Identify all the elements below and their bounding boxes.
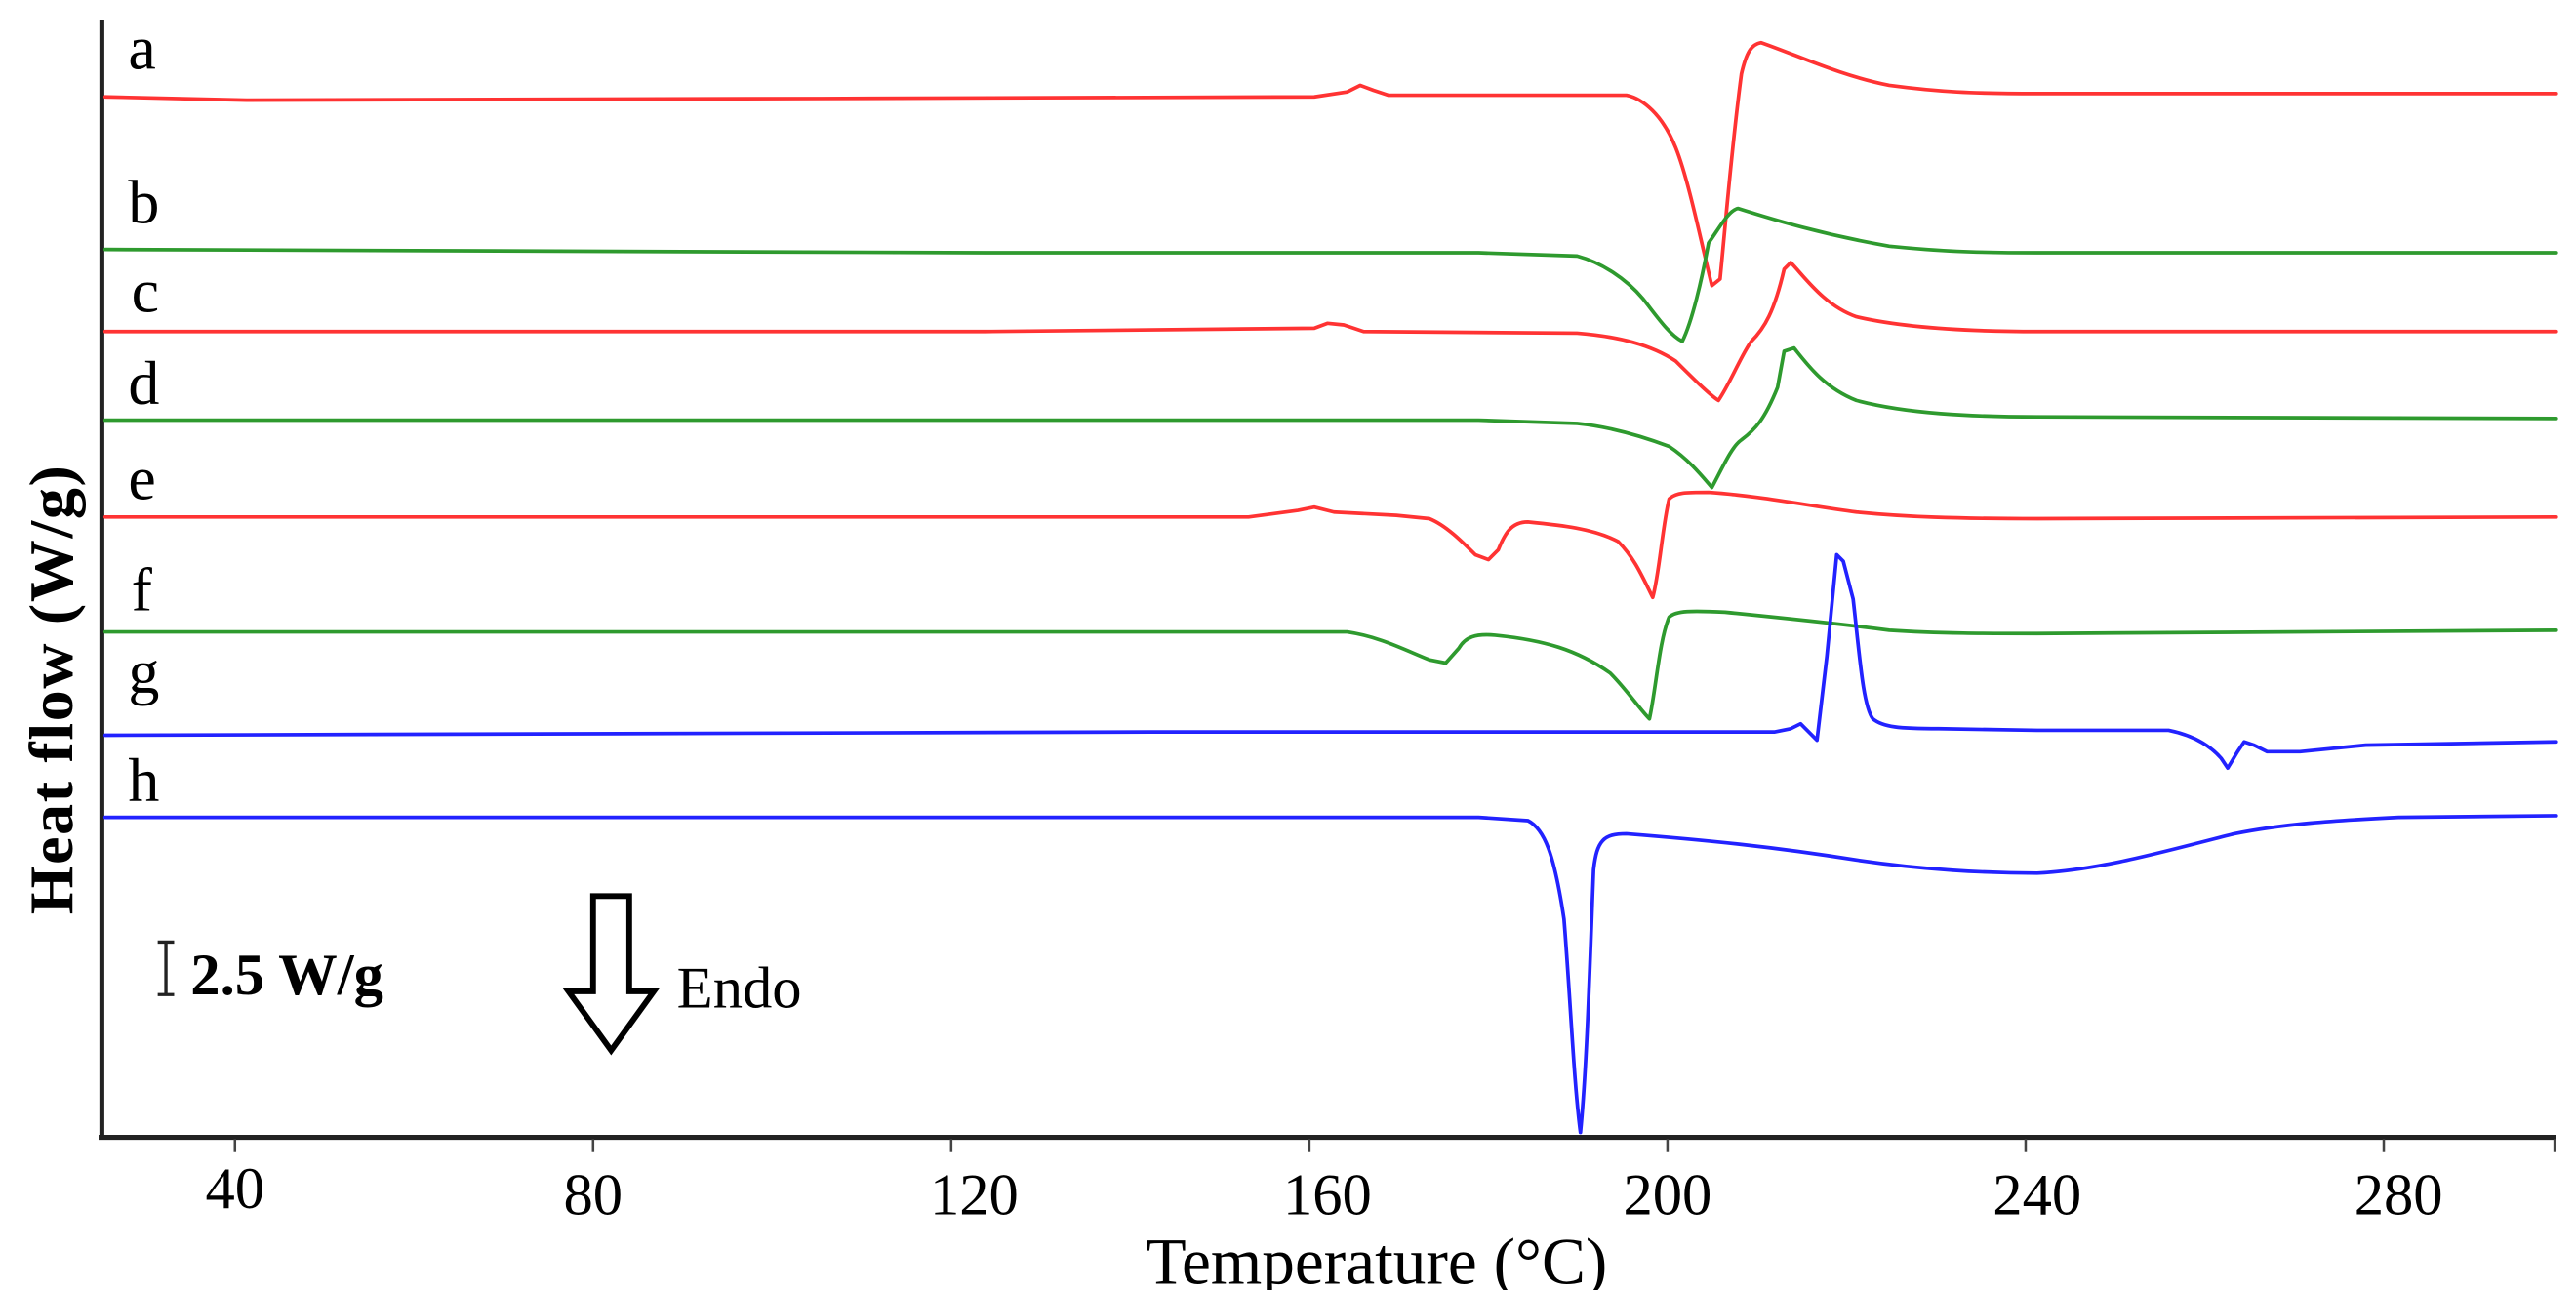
curve-f [102,609,2558,721]
curve-labels: a b c d e f g h [128,14,159,815]
x-ticks [233,1139,2556,1152]
x-axis-title: Temperature (°C) [1147,1225,1608,1290]
curve-b [102,206,2558,343]
x-tick-label: 280 [2355,1163,2443,1229]
x-tick-label: 160 [1283,1163,1372,1229]
curve-d [102,345,2558,490]
curve-a [102,40,2558,288]
curve-e [102,490,2558,600]
x-tick-label: 80 [564,1163,624,1229]
curve-label-f: f [132,555,153,625]
curve-label-g: g [128,637,159,706]
curve-g [102,552,2558,770]
x-tick-label: 200 [1623,1163,1711,1229]
curve-label-b: b [128,168,159,237]
scale-bar-label: 2.5 W/g [190,943,383,1008]
x-tick-label: 120 [930,1163,1019,1229]
scale-bar: 2.5 W/g [157,940,383,1008]
x-tick-label: 240 [1992,1163,2081,1229]
curve-label-c: c [132,257,159,326]
y-axis-title: Heat flow (W/g) [17,464,86,915]
x-tick-label: 40 [205,1156,264,1222]
curve-label-d: d [128,348,159,418]
x-tick-labels: 40 80 120 160 200 240 280 [205,1156,2442,1229]
curve-label-e: e [128,443,155,512]
curve-h [102,814,2558,1135]
curve-c [102,261,2558,403]
endo-arrow-icon [562,893,660,1056]
curve-label-h: h [128,746,159,815]
curve-label-a: a [128,14,155,83]
endo-label: Endo [677,956,802,1022]
